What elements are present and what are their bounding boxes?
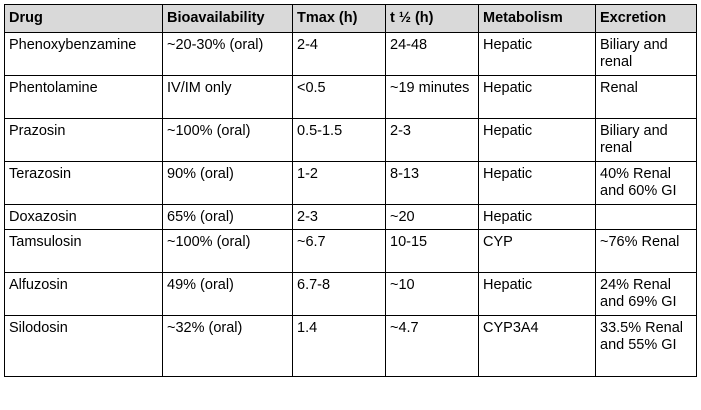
cell-tmax: 2-4: [292, 32, 386, 76]
cell-excretion: ~76% Renal: [595, 229, 697, 273]
cell-drug: Doxazosin: [4, 204, 163, 230]
cell-excretion: Biliary and renal: [595, 32, 697, 76]
cell-metabolism: Hepatic: [478, 272, 596, 316]
cell-metabolism: Hepatic: [478, 118, 596, 162]
cell-drug: Silodosin: [4, 315, 163, 377]
cell-metabolism: Hepatic: [478, 161, 596, 205]
pharmacokinetics-table: Drug Bioavailability Tmax (h) t ½ (h) Me…: [4, 4, 697, 377]
pharmacokinetics-table-container: Drug Bioavailability Tmax (h) t ½ (h) Me…: [4, 4, 697, 377]
cell-drug: Phenoxybenzamine: [4, 32, 163, 76]
cell-metabolism: Hepatic: [478, 32, 596, 76]
cell-excretion: 24% Renal and 69% GI: [595, 272, 697, 316]
cell-bioavailability: ~100% (oral): [162, 229, 293, 273]
table-row: Alfuzosin 49% (oral) 6.7-8 ~10 Hepatic 2…: [4, 272, 697, 316]
cell-tmax: 6.7-8: [292, 272, 386, 316]
cell-drug: Prazosin: [4, 118, 163, 162]
cell-tmax: <0.5: [292, 75, 386, 119]
cell-half-life: ~10: [385, 272, 479, 316]
cell-tmax: 0.5-1.5: [292, 118, 386, 162]
table-row: Tamsulosin ~100% (oral) ~6.7 10-15 CYP ~…: [4, 229, 697, 273]
cell-half-life: 10-15: [385, 229, 479, 273]
cell-metabolism: Hepatic: [478, 75, 596, 119]
cell-half-life: ~19 minutes: [385, 75, 479, 119]
header-metabolism: Metabolism: [478, 4, 596, 33]
cell-half-life: ~20: [385, 204, 479, 230]
cell-bioavailability: 49% (oral): [162, 272, 293, 316]
table-row: Doxazosin 65% (oral) 2-3 ~20 Hepatic: [4, 204, 697, 230]
table-header-row: Drug Bioavailability Tmax (h) t ½ (h) Me…: [4, 4, 697, 33]
cell-tmax: ~6.7: [292, 229, 386, 273]
cell-bioavailability: ~32% (oral): [162, 315, 293, 377]
header-tmax: Tmax (h): [292, 4, 386, 33]
cell-tmax: 2-3: [292, 204, 386, 230]
cell-half-life: 8-13: [385, 161, 479, 205]
cell-drug: Terazosin: [4, 161, 163, 205]
header-bioavailability: Bioavailability: [162, 4, 293, 33]
cell-drug: Phentolamine: [4, 75, 163, 119]
cell-tmax: 1.4: [292, 315, 386, 377]
cell-half-life: 24-48: [385, 32, 479, 76]
cell-metabolism: CYP3A4: [478, 315, 596, 377]
cell-bioavailability: ~100% (oral): [162, 118, 293, 162]
cell-excretion: 40% Renal and 60% GI: [595, 161, 697, 205]
cell-bioavailability: 65% (oral): [162, 204, 293, 230]
table-row: Terazosin 90% (oral) 1-2 8-13 Hepatic 40…: [4, 161, 697, 205]
table-row: Phenoxybenzamine ~20-30% (oral) 2-4 24-4…: [4, 32, 697, 76]
cell-excretion: [595, 204, 697, 230]
table-row: Prazosin ~100% (oral) 0.5-1.5 2-3 Hepati…: [4, 118, 697, 162]
cell-metabolism: CYP: [478, 229, 596, 273]
table-row: Phentolamine IV/IM only <0.5 ~19 minutes…: [4, 75, 697, 119]
cell-excretion: Renal: [595, 75, 697, 119]
cell-excretion: Biliary and renal: [595, 118, 697, 162]
header-drug: Drug: [4, 4, 163, 33]
cell-half-life: ~4.7: [385, 315, 479, 377]
cell-metabolism: Hepatic: [478, 204, 596, 230]
cell-bioavailability: 90% (oral): [162, 161, 293, 205]
header-half-life: t ½ (h): [385, 4, 479, 33]
cell-bioavailability: ~20-30% (oral): [162, 32, 293, 76]
cell-bioavailability: IV/IM only: [162, 75, 293, 119]
header-excretion: Excretion: [595, 4, 697, 33]
cell-tmax: 1-2: [292, 161, 386, 205]
cell-drug: Alfuzosin: [4, 272, 163, 316]
cell-half-life: 2-3: [385, 118, 479, 162]
cell-drug: Tamsulosin: [4, 229, 163, 273]
cell-excretion: 33.5% Renal and 55% GI: [595, 315, 697, 377]
table-row: Silodosin ~32% (oral) 1.4 ~4.7 CYP3A4 33…: [4, 315, 697, 377]
